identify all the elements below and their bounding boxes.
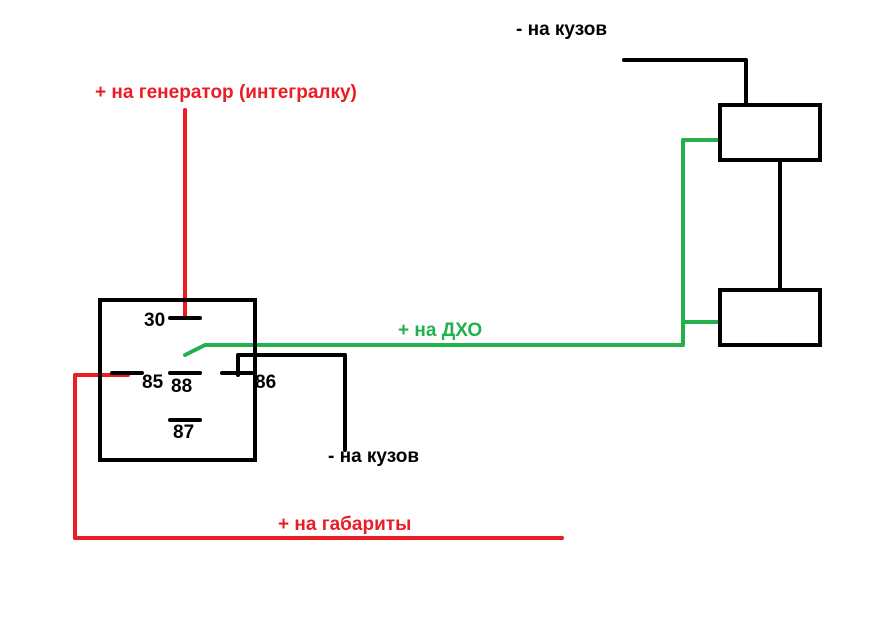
label-pin87: 87	[173, 422, 194, 443]
label-to_body_mid: - на кузов	[328, 446, 419, 467]
label-pin85: 85	[142, 372, 164, 393]
wiring-diagram: + на генератор (интегралку) - на кузов + н…	[0, 0, 870, 628]
label-to_body_top: - на кузов	[516, 19, 607, 40]
label-to_generator: + на генератор (интегралку)	[95, 82, 357, 103]
label-to_dho: + на ДХО	[398, 320, 482, 341]
label-to_parking_lights: + на габариты	[278, 514, 411, 535]
label-pin30: 30	[144, 310, 165, 331]
label-pin86: 86	[255, 372, 276, 393]
label-pin88: 88	[171, 376, 192, 397]
